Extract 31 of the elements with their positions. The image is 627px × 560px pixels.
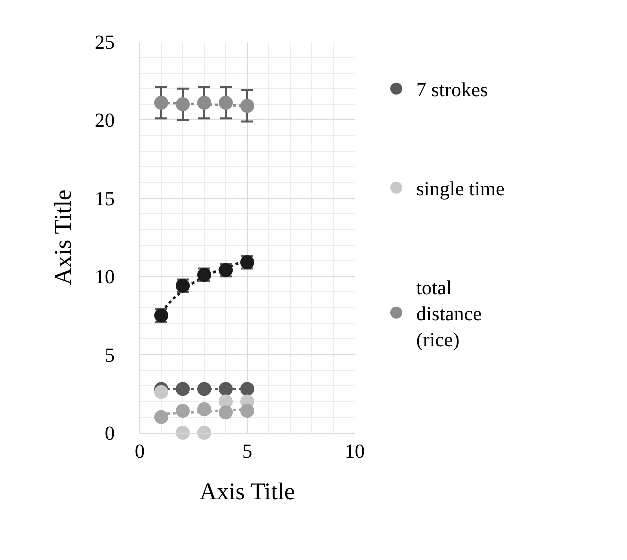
legend-label: total distance (rice) xyxy=(416,278,482,352)
point xyxy=(176,98,190,112)
x-tick-label: 5 xyxy=(242,441,252,463)
y-tick-label: 0 xyxy=(105,423,115,445)
y-axis-title: Axis Title xyxy=(51,190,78,286)
x-tick-label: 10 xyxy=(345,441,365,463)
point xyxy=(240,404,254,418)
point xyxy=(198,96,212,110)
y-tick-label: 5 xyxy=(105,344,115,367)
legend-label: 7 strokes xyxy=(416,80,488,102)
point xyxy=(198,426,212,440)
y-tick-label: 25 xyxy=(95,32,115,54)
point xyxy=(154,96,168,110)
point xyxy=(198,382,212,396)
point xyxy=(154,385,168,400)
point xyxy=(240,382,254,396)
point xyxy=(240,99,254,114)
point xyxy=(219,96,233,110)
y-tick-label: 15 xyxy=(95,188,115,210)
point xyxy=(219,406,233,420)
x-axis-title: Axis Title xyxy=(200,479,296,506)
point xyxy=(154,410,168,424)
y-tick-label: 20 xyxy=(95,110,115,132)
point xyxy=(219,382,233,396)
point xyxy=(176,404,190,418)
point xyxy=(176,426,190,440)
x-tick-label: 0 xyxy=(135,441,145,463)
point xyxy=(198,402,212,417)
y-tick-label: 10 xyxy=(95,266,115,289)
legend-label: single time xyxy=(416,178,505,201)
point xyxy=(176,382,190,396)
